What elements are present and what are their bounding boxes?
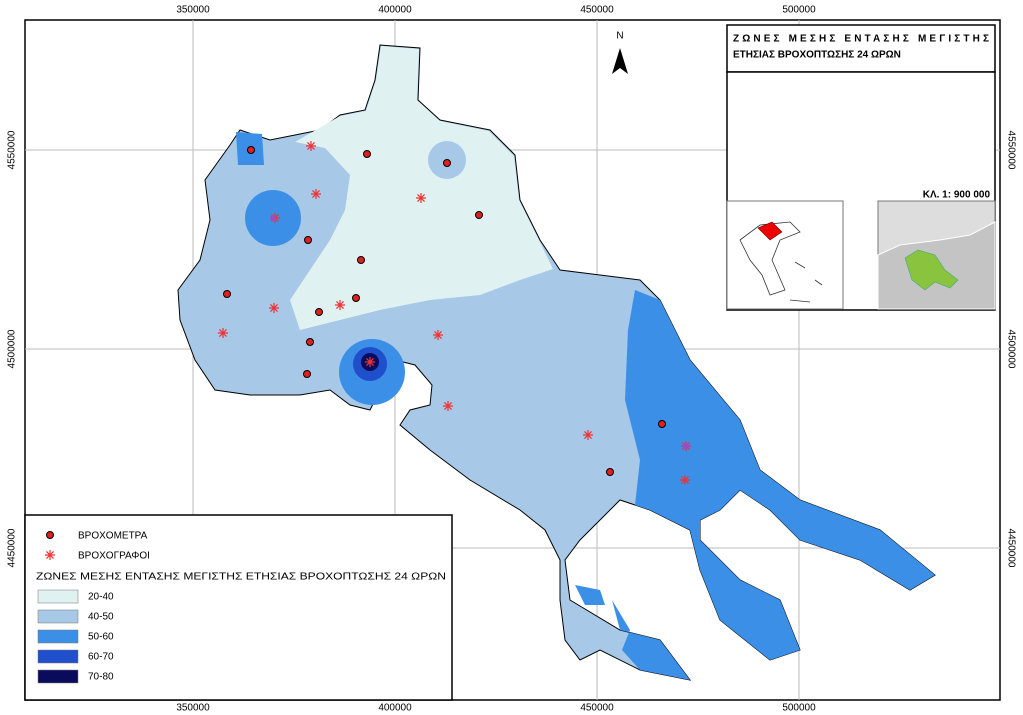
rain-recorder: [218, 328, 228, 338]
rain-gauge: [363, 150, 371, 158]
x-coord-label: 350000: [176, 703, 210, 714]
rain-recorder: [433, 330, 443, 340]
legend-label: 60-70: [88, 652, 114, 663]
y-coord-label: 4450000: [1005, 529, 1016, 568]
rain-gauge: [606, 468, 614, 476]
x-coord-label: 500000: [782, 5, 816, 16]
legend-box: [24, 514, 453, 701]
title-box: [726, 24, 996, 73]
inset-region: [877, 200, 996, 310]
legend-label: ΒΡΟΧΟΓΡΑΦΟΙ: [78, 551, 150, 562]
rain-recorder: [306, 141, 316, 151]
y-coord-label: 4500000: [1005, 330, 1016, 369]
rain-recorder: [269, 303, 279, 313]
rain-recorder: [416, 193, 426, 203]
rain-gauge: [306, 338, 314, 346]
legend-label: 70-80: [88, 672, 114, 683]
x-coord-label: 450000: [580, 703, 614, 714]
north-arrow: N: [612, 31, 628, 74]
x-coord-label: 500000: [782, 703, 816, 714]
stations: [218, 141, 691, 485]
zone-50-60: [612, 600, 690, 680]
scale-label: ΚΛ. 1: 900 000: [923, 190, 991, 201]
rain-recorder: [335, 300, 345, 310]
legend-gauge-symbol: [46, 531, 54, 539]
rain-recorder: [365, 357, 375, 367]
legend-label: 40-50: [88, 612, 114, 623]
rain-recorder: [311, 189, 321, 199]
legend-swatch: [37, 669, 79, 684]
x-coord-label: 450000: [580, 5, 614, 16]
rain-gauge: [303, 370, 311, 378]
x-coord-label: 350000: [176, 5, 210, 16]
legend: ΒΡΟΧΟΜΕΤΡΑ ΒΡΟΧΟΓΡΑΦΟΙ ΖΩΝΕΣ ΜΕΣΗΣ ΕΝΤΑΣΗΣ…: [36, 531, 446, 684]
station-marker: [270, 215, 276, 221]
legend-title: ΖΩΝΕΣ ΜΕΣΗΣ ΕΝΤΑΣΗΣ ΜΕΓΙΣΤΗΣ ΕΤΗΣΙΑΣ ΒΡΟ…: [36, 572, 446, 583]
rain-gauge: [223, 290, 231, 298]
zone-50-60: [625, 290, 935, 660]
x-coord-label: 400000: [378, 5, 412, 16]
zone-50-60: [575, 585, 605, 605]
zone-20-40: [290, 46, 553, 330]
y-coord-label: 4550000: [1005, 131, 1016, 170]
rain-gauge: [658, 420, 666, 428]
legend-label: ΒΡΟΧΟΜΕΤΡΑ: [78, 531, 148, 542]
rain-gauge: [443, 159, 451, 167]
station-marker: [682, 442, 690, 450]
rain-recorder: [680, 475, 690, 485]
rain-gauge: [357, 256, 365, 264]
rain-gauge: [475, 211, 483, 219]
legend-label: 50-60: [88, 632, 114, 643]
rain-gauge: [304, 236, 312, 244]
rain-gauge: [352, 294, 360, 302]
title-line: ΖΩΝΕΣ ΜΕΣΗΣ ΕΝΤΑΣΗΣ ΜΕΓΙΣΤΗΣ: [733, 34, 989, 45]
legend-swatch: [37, 609, 79, 624]
y-coord-label: 4550000: [7, 130, 18, 169]
rain-recorder: [45, 550, 55, 560]
legend-swatch: [37, 649, 79, 664]
y-coord-label: 4450000: [7, 528, 18, 567]
x-coord-label: 400000: [378, 703, 412, 714]
rain-recorder: [443, 401, 453, 411]
legend-swatch: [37, 589, 79, 604]
inset-greece: [726, 200, 844, 310]
rain-recorder: [583, 430, 593, 440]
title-line: ΕΤΗΣΙΑΣ ΒΡΟΧΟΠΤΩΣΗΣ 24 ΩΡΩΝ: [733, 50, 901, 61]
legend-label: 20-40: [88, 592, 114, 603]
y-coord-label: 4500000: [7, 329, 18, 368]
legend-swatch: [37, 629, 79, 644]
rain-gauge: [247, 146, 255, 154]
north-label: N: [616, 31, 623, 42]
rain-gauge: [315, 308, 323, 316]
